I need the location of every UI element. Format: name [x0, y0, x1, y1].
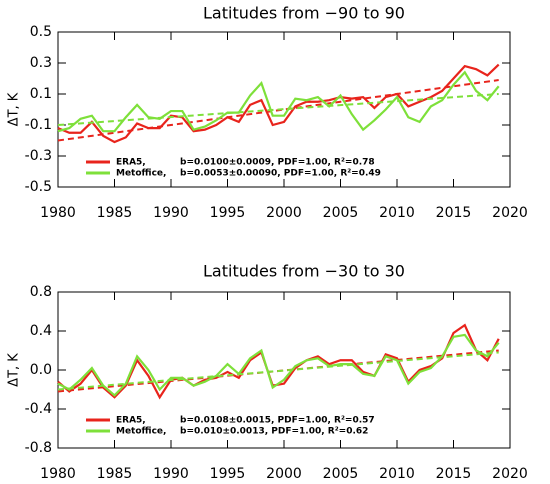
x-tick-label: 2005: [323, 205, 359, 221]
x-tick-label: 2015: [436, 466, 472, 482]
x-tick-label: 1985: [97, 205, 133, 221]
y-tick-label: 0.3: [30, 55, 52, 71]
legend-note: b=0.0108±0.0015, PDF=1.00, R²=0.57: [180, 416, 375, 426]
x-tick-label: 1985: [97, 466, 133, 482]
y-tick-label: 0.0: [30, 362, 52, 378]
data-line: [57, 333, 500, 397]
chart-title: Latitudes from −30 to 30: [203, 262, 405, 281]
y-tick-label: 0.4: [30, 323, 52, 339]
legend-name: Metoffice,: [116, 169, 166, 179]
x-tick-label: 2010: [379, 205, 415, 221]
y-tick-label: 0.5: [30, 24, 52, 40]
x-tick-label: 1995: [210, 205, 246, 221]
x-tick-label: 2020: [492, 466, 528, 482]
y-tick-label: -0.8: [25, 440, 52, 456]
x-tick-label: 1990: [153, 466, 189, 482]
legend-name: ERA5,: [116, 158, 146, 168]
x-tick-label: 1980: [40, 205, 76, 221]
y-tick-label: -0.1: [25, 117, 52, 133]
y-axis-label: ΔT, K: [7, 92, 22, 126]
y-tick-label: -0.5: [25, 179, 52, 195]
data-line: [57, 70, 500, 133]
trend-line: [57, 351, 499, 391]
x-tick-label: 2010: [379, 466, 415, 482]
x-tick-label: 1990: [153, 205, 189, 221]
y-tick-label: -0.4: [25, 401, 52, 417]
legend-note: b=0.0053±0.00090, PDF=1.00, R²=0.49: [180, 169, 381, 179]
x-tick-label: 1980: [40, 466, 76, 482]
y-axis-label: ΔT, K: [7, 353, 22, 387]
legend-name: ERA5,: [116, 416, 146, 426]
x-tick-label: 1995: [210, 466, 246, 482]
x-tick-label: 2020: [492, 205, 528, 221]
trend-line: [57, 93, 499, 126]
legend-note: b=0.010±0.0013, PDF=1.00, R²=0.62: [180, 427, 368, 437]
y-tick-label: 0.8: [30, 284, 52, 300]
x-tick-label: 2015: [436, 205, 472, 221]
data-line: [57, 63, 500, 144]
y-tick-label: 0.1: [30, 86, 52, 102]
chart-title: Latitudes from −90 to 90: [203, 4, 405, 23]
x-tick-label: 2000: [266, 205, 302, 221]
x-tick-label: 2005: [323, 466, 359, 482]
legend-note: b=0.0100±0.0009, PDF=1.00, R²=0.78: [180, 158, 375, 168]
y-tick-label: -0.3: [25, 148, 52, 164]
x-tick-label: 2000: [266, 466, 302, 482]
legend-name: Metoffice,: [116, 427, 166, 437]
